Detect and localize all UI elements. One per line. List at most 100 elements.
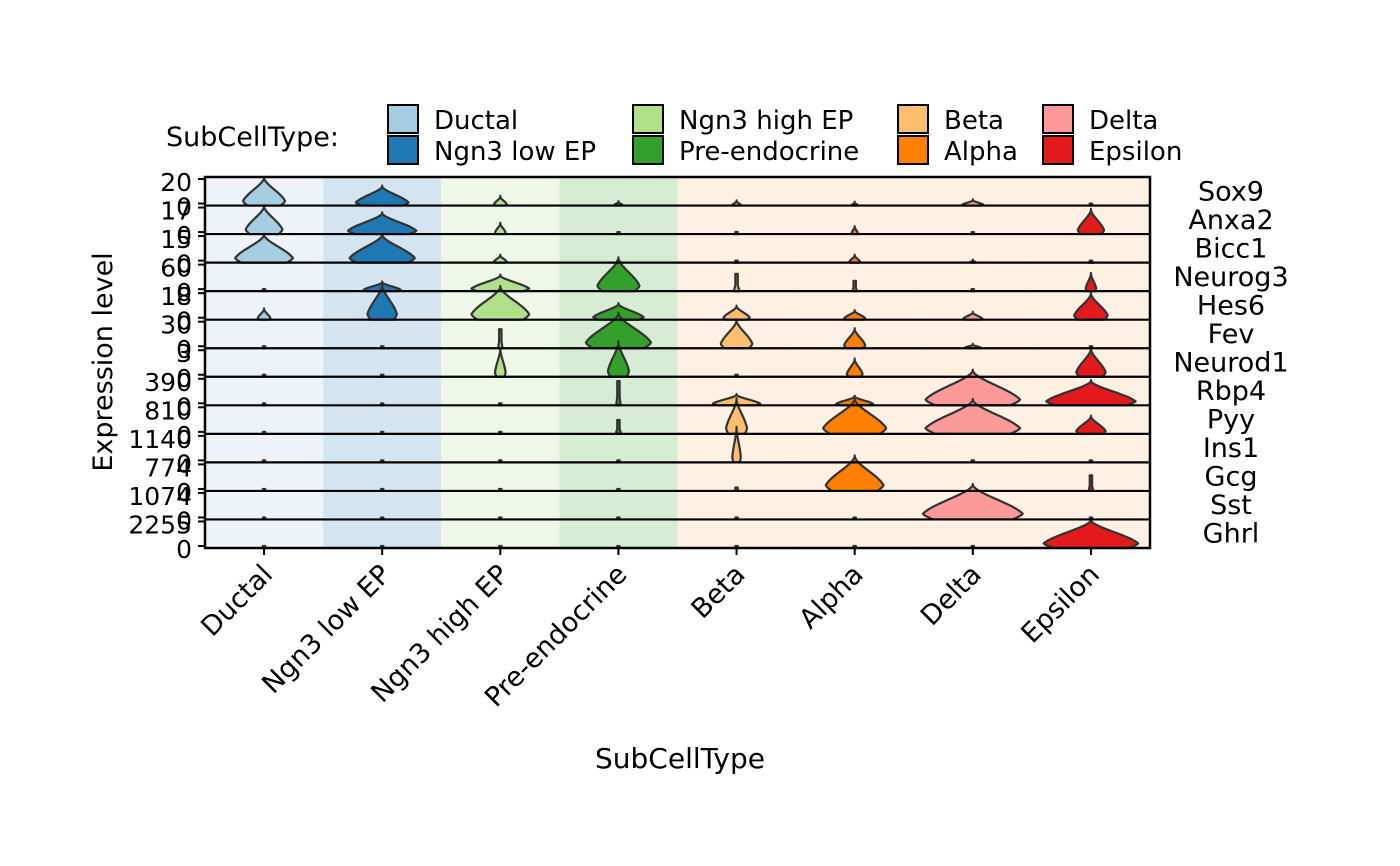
violin-neurog3-ngn3-high-ep [470, 273, 531, 293]
y-tick-rbp4-max: 390 [144, 368, 192, 397]
y-tick-ghrl-min: 0 [176, 535, 192, 564]
y-tick-hes6-max: 18 [160, 282, 192, 311]
gene-label-sox9: Sox9 [1198, 176, 1264, 207]
violin-hes6-beta [722, 304, 751, 321]
legend-label-ngn3-low-ep: Ngn3 low EP [434, 137, 596, 167]
y-tick-neurod1-max: 3 [176, 339, 192, 368]
gene-label-hes6: Hes6 [1197, 290, 1265, 321]
legend-swatch-beta [897, 104, 929, 134]
y-tick-ins1-max: 1140 [128, 425, 192, 454]
gene-label-anxa2: Anxa2 [1188, 205, 1273, 236]
violin-rbp4-delta [924, 368, 1022, 407]
violin-gcg-epsilon [1087, 474, 1095, 493]
violin-hes6-ngn3-low-ep [366, 283, 398, 321]
y-tick-anxa2-max: 17 [160, 197, 192, 226]
y-tick-sst-min: 0 [176, 506, 192, 535]
violin-sox9-ngn3-high-ep [492, 194, 508, 207]
y-tick-gcg-max: 774 [144, 453, 192, 482]
legend-label-delta: Delta [1089, 106, 1158, 136]
violin-bicc1-ngn3-high-ep [492, 253, 508, 264]
violin-anxa2-alpha [850, 225, 859, 236]
x-tick-beta: Beta [686, 559, 752, 625]
legend-swatch-delta [1042, 104, 1074, 134]
violin-pyy-pre-endocrine [614, 418, 623, 435]
gene-label-ghrl: Ghrl [1203, 519, 1260, 550]
legend-swatch-pre-endocrine [632, 135, 664, 165]
violin-neurog3-beta [732, 272, 741, 293]
y-tick-sox9-max: 20 [160, 168, 192, 197]
legend-swatch-ngn3-high-ep [632, 104, 664, 134]
y-tick-pyy-min: 0 [176, 421, 192, 450]
gene-label-fev: Fev [1208, 319, 1255, 350]
violin-neurod1-alpha [845, 357, 864, 378]
y-tick-anxa2-min: 0 [176, 221, 192, 250]
violin-rbp4-epsilon [1045, 379, 1137, 407]
y-tick-pyy-max: 810 [144, 396, 192, 425]
legend-label-beta: Beta [944, 106, 1004, 136]
violin-hes6-ngn3-high-ep [470, 284, 531, 321]
y-tick-bicc1-min: 0 [176, 250, 192, 279]
legend-label-ductal: Ductal [434, 106, 518, 136]
legend-label-epsilon: Epsilon [1089, 137, 1182, 167]
y-tick-neurog3-min: 0 [176, 278, 192, 307]
violin-pyy-delta [924, 397, 1022, 435]
legend-swatch-alpha [897, 135, 929, 165]
violin-hes6-delta [962, 310, 984, 321]
violin-fev-alpha [843, 327, 867, 350]
y-tick-bicc1-max: 15 [160, 225, 192, 254]
x-axis-label: SubCellType [595, 742, 765, 775]
violin-pyy-epsilon [1075, 414, 1107, 435]
y-axis-label: Expression level [88, 252, 119, 471]
background-beta [677, 177, 796, 548]
y-tick-sst-max: 1074 [128, 482, 192, 511]
x-tick-epsilon: Epsilon [1015, 559, 1105, 649]
legend-label-pre-endocrine: Pre-endocrine [679, 137, 859, 167]
violin-anxa2-ngn3-low-ep [346, 211, 418, 236]
gene-label-neurog3: Neurog3 [1173, 262, 1288, 293]
gene-label-pyy: Pyy [1207, 405, 1255, 436]
y-tick-rbp4-min: 0 [176, 392, 192, 421]
gene-labels: Sox9Anxa2Bicc1Neurog3Hes6FevNeurod1Rbp4P… [1173, 176, 1288, 549]
violin-hes6-ductal [256, 307, 272, 321]
legend-swatch-epsilon [1042, 135, 1074, 165]
legend-title: SubCellType: [166, 122, 339, 153]
gene-label-gcg: Gcg [1205, 462, 1258, 493]
legend-swatch-ngn3-low-ep [387, 135, 419, 165]
category-backgrounds [205, 177, 1150, 548]
violin-pyy-alpha [822, 397, 888, 435]
violin-bicc1-alpha [848, 253, 862, 264]
y-tick-labels: 2001701506001803003039008100114007740107… [128, 168, 205, 564]
violin-sox9-delta [961, 198, 985, 207]
y-tick-sox9-min: 0 [176, 193, 192, 222]
y-tick-neurog3-max: 60 [160, 254, 192, 283]
x-tick-ductal: Ductal [195, 559, 279, 643]
violin-fev-pre-endocrine [584, 311, 653, 350]
x-tick-delta: Delta [915, 559, 988, 632]
plot-panel-frame [203, 175, 1152, 550]
violin-neurog3-alpha [851, 279, 859, 293]
y-tick-gcg-min: 0 [176, 478, 192, 507]
violin-neurod1-pre-endocrine [606, 340, 631, 378]
violin-neurog3-pre-endocrine [596, 256, 641, 293]
legend-swatch-ductal [387, 104, 419, 134]
violin-anxa2-ngn3-high-ep [493, 221, 507, 236]
gene-label-rbp4: Rbp4 [1196, 376, 1266, 407]
facet-separators [205, 204, 1150, 521]
violin-hes6-alpha [843, 308, 867, 321]
gene-label-neurod1: Neurod1 [1173, 348, 1288, 379]
violin-hes6-epsilon [1073, 291, 1109, 321]
violin-ins1-beta [731, 425, 742, 464]
violin-sox9-beta [731, 199, 742, 207]
violin-neurog3-epsilon [1084, 271, 1098, 293]
violin-rbp4-pre-endocrine [615, 380, 622, 407]
y-tick-hes6-min: 0 [176, 307, 192, 336]
violin-gcg-alpha [824, 454, 885, 493]
gene-label-ins1: Ins1 [1203, 433, 1259, 464]
gene-label-sst: Sst [1210, 490, 1252, 521]
x-tick-alpha: Alpha [793, 559, 869, 635]
legend-label-ngn3-high-ep: Ngn3 high EP [679, 106, 853, 136]
violin-fev-ngn3-high-ep [496, 328, 504, 350]
